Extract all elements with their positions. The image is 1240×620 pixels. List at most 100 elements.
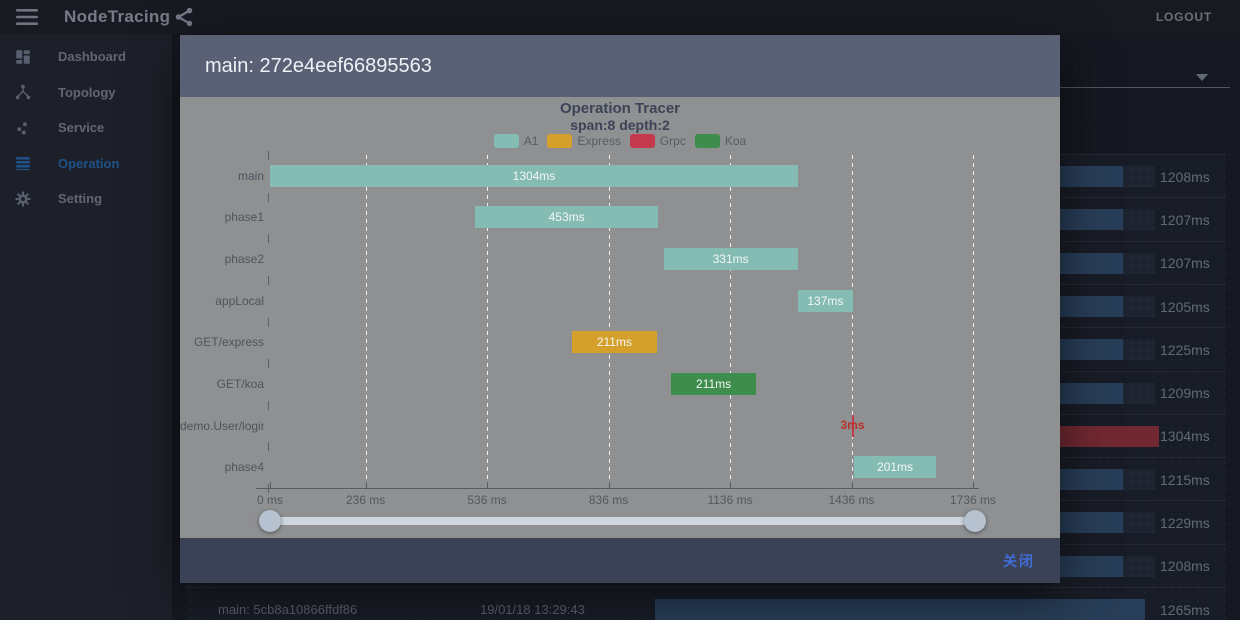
span-bar-get-koa[interactable]: 211ms — [670, 372, 757, 395]
duration-label: 1208ms — [1160, 168, 1210, 185]
span-duration-label: 3ms — [840, 417, 865, 432]
modal-header: main: 272e4eef66895563 — [180, 35, 1060, 97]
span-bar-main[interactable]: 1304ms — [270, 164, 799, 187]
legend-item-grpc[interactable]: Grpc — [629, 134, 686, 148]
span-name: main: 5cb8a10866ffdf86 — [218, 602, 358, 618]
logout-button[interactable]: LOGOUT — [1155, 10, 1212, 24]
span-bar-demo-user-login[interactable] — [851, 414, 854, 437]
legend-item-a1[interactable]: A1 — [493, 134, 539, 148]
y-axis-tick — [268, 317, 269, 327]
dashboard-icon — [14, 48, 32, 66]
legend-label: Koa — [724, 134, 747, 148]
sidebar-item-label: Service — [58, 120, 105, 136]
slider-handle-right[interactable] — [964, 510, 986, 532]
x-axis-line — [256, 488, 979, 489]
zoom-slider[interactable] — [259, 510, 986, 532]
y-axis-tick — [268, 442, 269, 452]
gridline — [851, 155, 853, 488]
duration-label: 1208ms — [1160, 558, 1210, 575]
sidebar-item-label: Dashboard — [58, 49, 126, 65]
span-bar-phase2[interactable]: 331ms — [663, 248, 798, 271]
duration-label: 1209ms — [1160, 385, 1210, 402]
span-bar-phase1[interactable]: 453ms — [474, 206, 659, 229]
menu-hamburger-icon[interactable] — [16, 7, 40, 27]
span-bar-applocal[interactable]: 137ms — [797, 289, 854, 312]
operation-list-icon — [14, 154, 32, 172]
service-dots-icon — [14, 119, 32, 137]
x-axis-label: 236 ms — [345, 493, 386, 507]
share-nodes-icon — [173, 6, 195, 28]
y-axis-tick — [268, 234, 269, 244]
legend-swatch — [694, 134, 720, 148]
row-label: GET/express — [193, 335, 264, 350]
x-axis-label: 836 ms — [588, 493, 629, 507]
sidebar-item-label: Operation — [58, 155, 120, 171]
duration-label: 1265ms — [1160, 601, 1210, 618]
sidebar-item-label: Setting — [58, 191, 103, 207]
slider-handle-left[interactable] — [259, 510, 281, 532]
x-axis-tick — [608, 482, 610, 488]
gridline — [973, 155, 974, 488]
legend-label: Express — [577, 134, 621, 148]
y-axis-tick — [268, 484, 269, 493]
row-label: GET/koa — [216, 376, 264, 391]
row-label: demo.User/login — [180, 418, 264, 433]
x-axis-label: 536 ms — [467, 493, 507, 507]
row-label: main — [237, 168, 264, 183]
duration-label: 1205ms — [1160, 298, 1210, 315]
x-axis-label: 0 ms — [256, 493, 283, 507]
close-button[interactable]: 关闭 — [1003, 538, 1035, 583]
y-axis-tick — [268, 151, 269, 160]
x-axis-label: 1136 ms — [707, 493, 753, 507]
legend-item-koa[interactable]: Koa — [694, 134, 747, 148]
span-bar-get-express[interactable]: 211ms — [571, 331, 658, 354]
x-axis-label: 1736 ms — [949, 493, 997, 507]
sidebar-item-service[interactable]: Service — [0, 110, 172, 146]
legend-swatch — [547, 134, 573, 148]
topology-icon — [14, 83, 32, 101]
x-axis-tick — [730, 482, 732, 488]
legend-swatch — [493, 134, 519, 148]
duration-label: 1207ms — [1160, 255, 1210, 272]
legend-label: A1 — [523, 134, 539, 148]
row-label: phase4 — [224, 460, 264, 475]
legend-item-express[interactable]: Express — [547, 134, 621, 148]
sidebar-item-operation[interactable]: Operation — [0, 146, 172, 182]
trace-modal: main: 272e4eef66895563 Operation Tracer … — [180, 35, 1060, 583]
modal-title: main: 272e4eef66895563 — [205, 54, 432, 77]
chevron-down-icon[interactable] — [1196, 74, 1208, 81]
gear-icon — [14, 190, 32, 208]
y-axis-tick — [268, 275, 269, 285]
sidebar-item-label: Topology — [58, 84, 116, 100]
gridline — [730, 155, 732, 488]
span-bar-phase4[interactable]: 201ms — [854, 456, 936, 479]
x-axis-tick — [365, 482, 367, 488]
operation-row[interactable]: 1265ms main: 5cb8a10866ffdf86 19/01/18 13:… — [186, 587, 1226, 620]
row-label: appLocal — [215, 293, 264, 308]
y-axis-tick — [268, 400, 269, 410]
row-label: phase1 — [224, 210, 264, 225]
chart-title: Operation Tracer — [559, 100, 681, 117]
x-axis-tick — [487, 482, 489, 488]
gridline — [487, 155, 489, 488]
span-timestamp: 19/01/18 13:29:43 — [480, 602, 585, 618]
legend-label: Grpc — [659, 134, 686, 148]
y-axis-tick — [268, 192, 269, 202]
gridline — [365, 155, 367, 488]
sidebar-item-dashboard[interactable]: Dashboard — [0, 39, 172, 75]
app-title: NodeTracing — [64, 7, 171, 26]
duration-label: 1225ms — [1160, 341, 1210, 358]
chart-subtitle: span:8 depth:2 — [570, 117, 670, 133]
x-axis-label: 1436 ms — [828, 493, 875, 507]
x-axis-tick — [973, 482, 974, 488]
sidebar-item-setting[interactable]: Setting — [0, 181, 172, 217]
duration-label: 1229ms — [1160, 515, 1210, 532]
modal-footer: 关闭 — [180, 538, 1060, 583]
duration-label: 1207ms — [1160, 211, 1210, 228]
tracer-chart: Operation Tracer span:8 depth:2 A1 Expres… — [180, 97, 1060, 538]
x-axis-tick — [851, 482, 853, 488]
sidebar: Dashboard Topology Serv — [0, 34, 172, 620]
sidebar-item-topology[interactable]: Topology — [0, 75, 172, 111]
duration-bar-track — [655, 599, 1145, 620]
